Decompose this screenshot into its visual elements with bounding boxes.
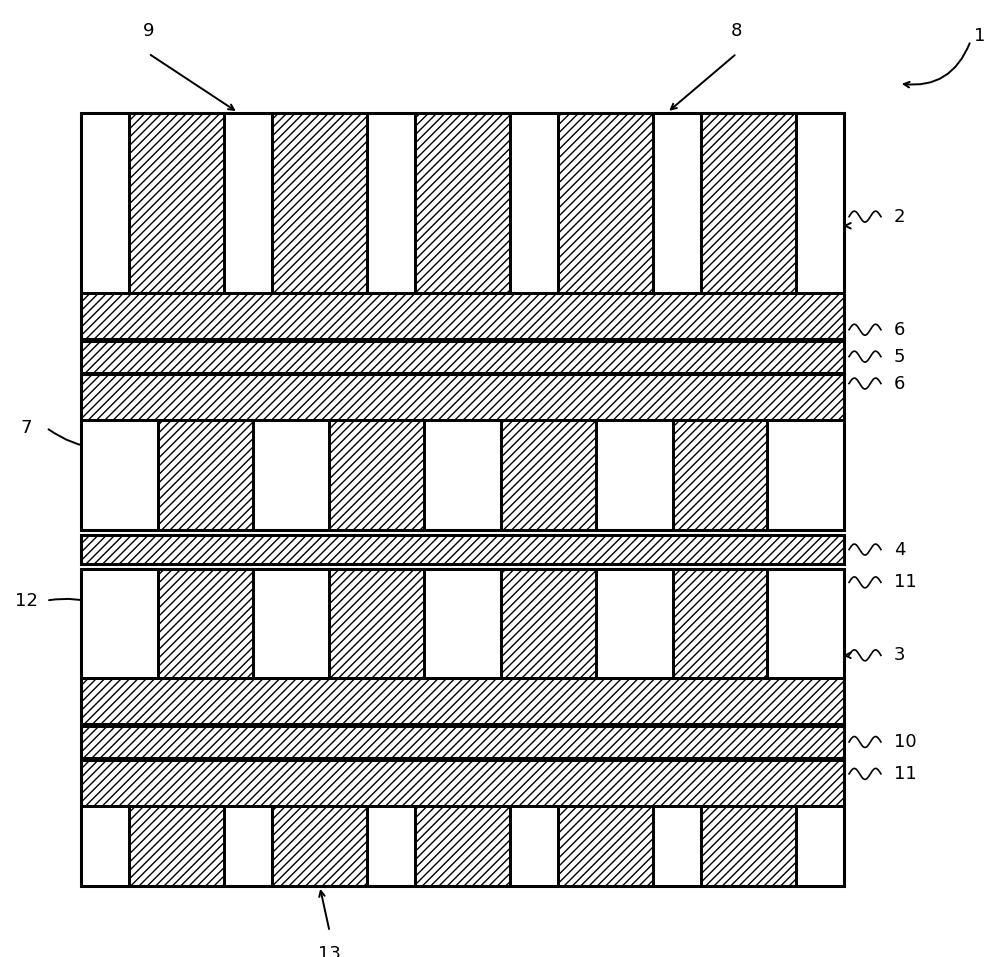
Bar (701, 806, 796, 886)
Bar (501, 420, 596, 530)
Bar (81, 374, 844, 420)
Text: 5: 5 (894, 347, 905, 366)
Bar (224, 806, 272, 886)
Bar (81, 341, 844, 372)
Bar (424, 568, 501, 679)
Bar (767, 420, 844, 530)
Bar (415, 806, 510, 886)
Bar (81, 760, 844, 886)
Bar (81, 760, 844, 806)
Bar (129, 806, 224, 886)
Bar (653, 113, 701, 293)
Bar (510, 806, 558, 886)
Bar (81, 725, 844, 758)
Bar (81, 113, 129, 293)
Text: 11: 11 (894, 573, 917, 591)
Bar (158, 568, 253, 679)
Text: 8: 8 (731, 22, 743, 39)
Bar (81, 113, 844, 339)
Bar (558, 806, 653, 886)
Bar (596, 420, 673, 530)
Text: 12: 12 (15, 591, 38, 610)
Bar (224, 113, 272, 293)
Bar (81, 535, 844, 564)
Text: 6: 6 (894, 374, 905, 392)
Bar (501, 568, 596, 679)
Bar (367, 113, 415, 293)
Bar (558, 113, 653, 293)
Bar (81, 568, 844, 723)
Bar (701, 113, 796, 293)
Bar (329, 420, 424, 530)
Text: 4: 4 (894, 541, 905, 559)
Text: 3: 3 (894, 646, 905, 664)
Bar (673, 568, 767, 679)
Text: 13: 13 (318, 946, 341, 957)
Bar (796, 806, 844, 886)
Bar (129, 113, 224, 293)
Text: 7: 7 (21, 418, 32, 436)
Bar (424, 420, 501, 530)
Bar (81, 806, 129, 886)
Bar (329, 568, 424, 679)
Bar (81, 725, 844, 758)
Bar (272, 113, 367, 293)
Text: 2: 2 (894, 208, 905, 226)
Bar (158, 420, 253, 530)
Bar (81, 420, 158, 530)
Bar (81, 341, 844, 372)
Bar (81, 679, 844, 723)
Bar (596, 568, 673, 679)
Bar (81, 568, 158, 679)
Text: 9: 9 (143, 22, 154, 39)
Bar (272, 806, 367, 886)
Bar (253, 420, 329, 530)
Bar (367, 806, 415, 886)
Text: 11: 11 (894, 765, 917, 783)
Bar (253, 568, 329, 679)
Bar (81, 535, 844, 564)
Bar (81, 374, 844, 530)
Bar (653, 806, 701, 886)
Bar (415, 113, 510, 293)
Text: 6: 6 (894, 321, 905, 339)
Text: 1: 1 (974, 27, 985, 45)
Bar (767, 568, 844, 679)
Bar (796, 113, 844, 293)
Bar (510, 113, 558, 293)
Bar (673, 420, 767, 530)
Text: 10: 10 (894, 733, 917, 751)
Bar (81, 293, 844, 339)
